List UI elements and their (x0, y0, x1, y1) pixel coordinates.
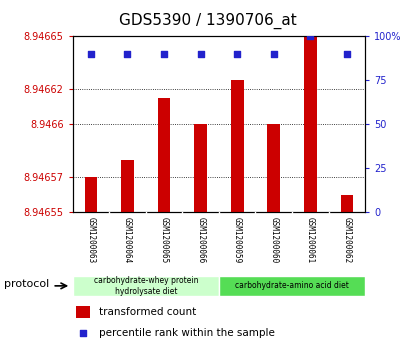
Text: protocol: protocol (4, 279, 49, 289)
Point (80, 331, 86, 337)
Text: GDS5390 / 1390706_at: GDS5390 / 1390706_at (119, 13, 296, 29)
Bar (231, 80, 244, 212)
Text: percentile rank within the sample: percentile rank within the sample (99, 329, 275, 338)
Bar (341, 195, 353, 212)
Bar (85, 177, 97, 212)
Point (234, 51, 241, 57)
Text: GSM1200061: GSM1200061 (306, 217, 315, 264)
Bar (158, 98, 171, 212)
Bar (304, 36, 317, 212)
Bar (76, 306, 90, 318)
Bar (73, 276, 219, 296)
Text: GSM1200060: GSM1200060 (269, 217, 278, 264)
Point (88, 51, 94, 57)
Text: GSM1200066: GSM1200066 (196, 217, 205, 264)
Point (197, 51, 204, 57)
Bar (219, 276, 365, 296)
Text: carbohydrate-whey protein
hydrolysate diet: carbohydrate-whey protein hydrolysate di… (93, 276, 198, 295)
Point (161, 51, 167, 57)
Text: GSM1200064: GSM1200064 (123, 217, 132, 264)
Point (344, 51, 350, 57)
Bar (194, 124, 207, 212)
Point (124, 51, 131, 57)
Bar (121, 159, 134, 212)
Text: transformed count: transformed count (99, 307, 196, 317)
Text: GSM1200062: GSM1200062 (342, 217, 352, 264)
Point (271, 51, 277, 57)
Text: carbohydrate-amino acid diet: carbohydrate-amino acid diet (235, 281, 349, 290)
Text: GSM1200059: GSM1200059 (233, 217, 242, 264)
Point (307, 33, 314, 39)
Text: GSM1200063: GSM1200063 (86, 217, 95, 264)
Text: GSM1200065: GSM1200065 (159, 217, 168, 264)
Bar (267, 124, 280, 212)
